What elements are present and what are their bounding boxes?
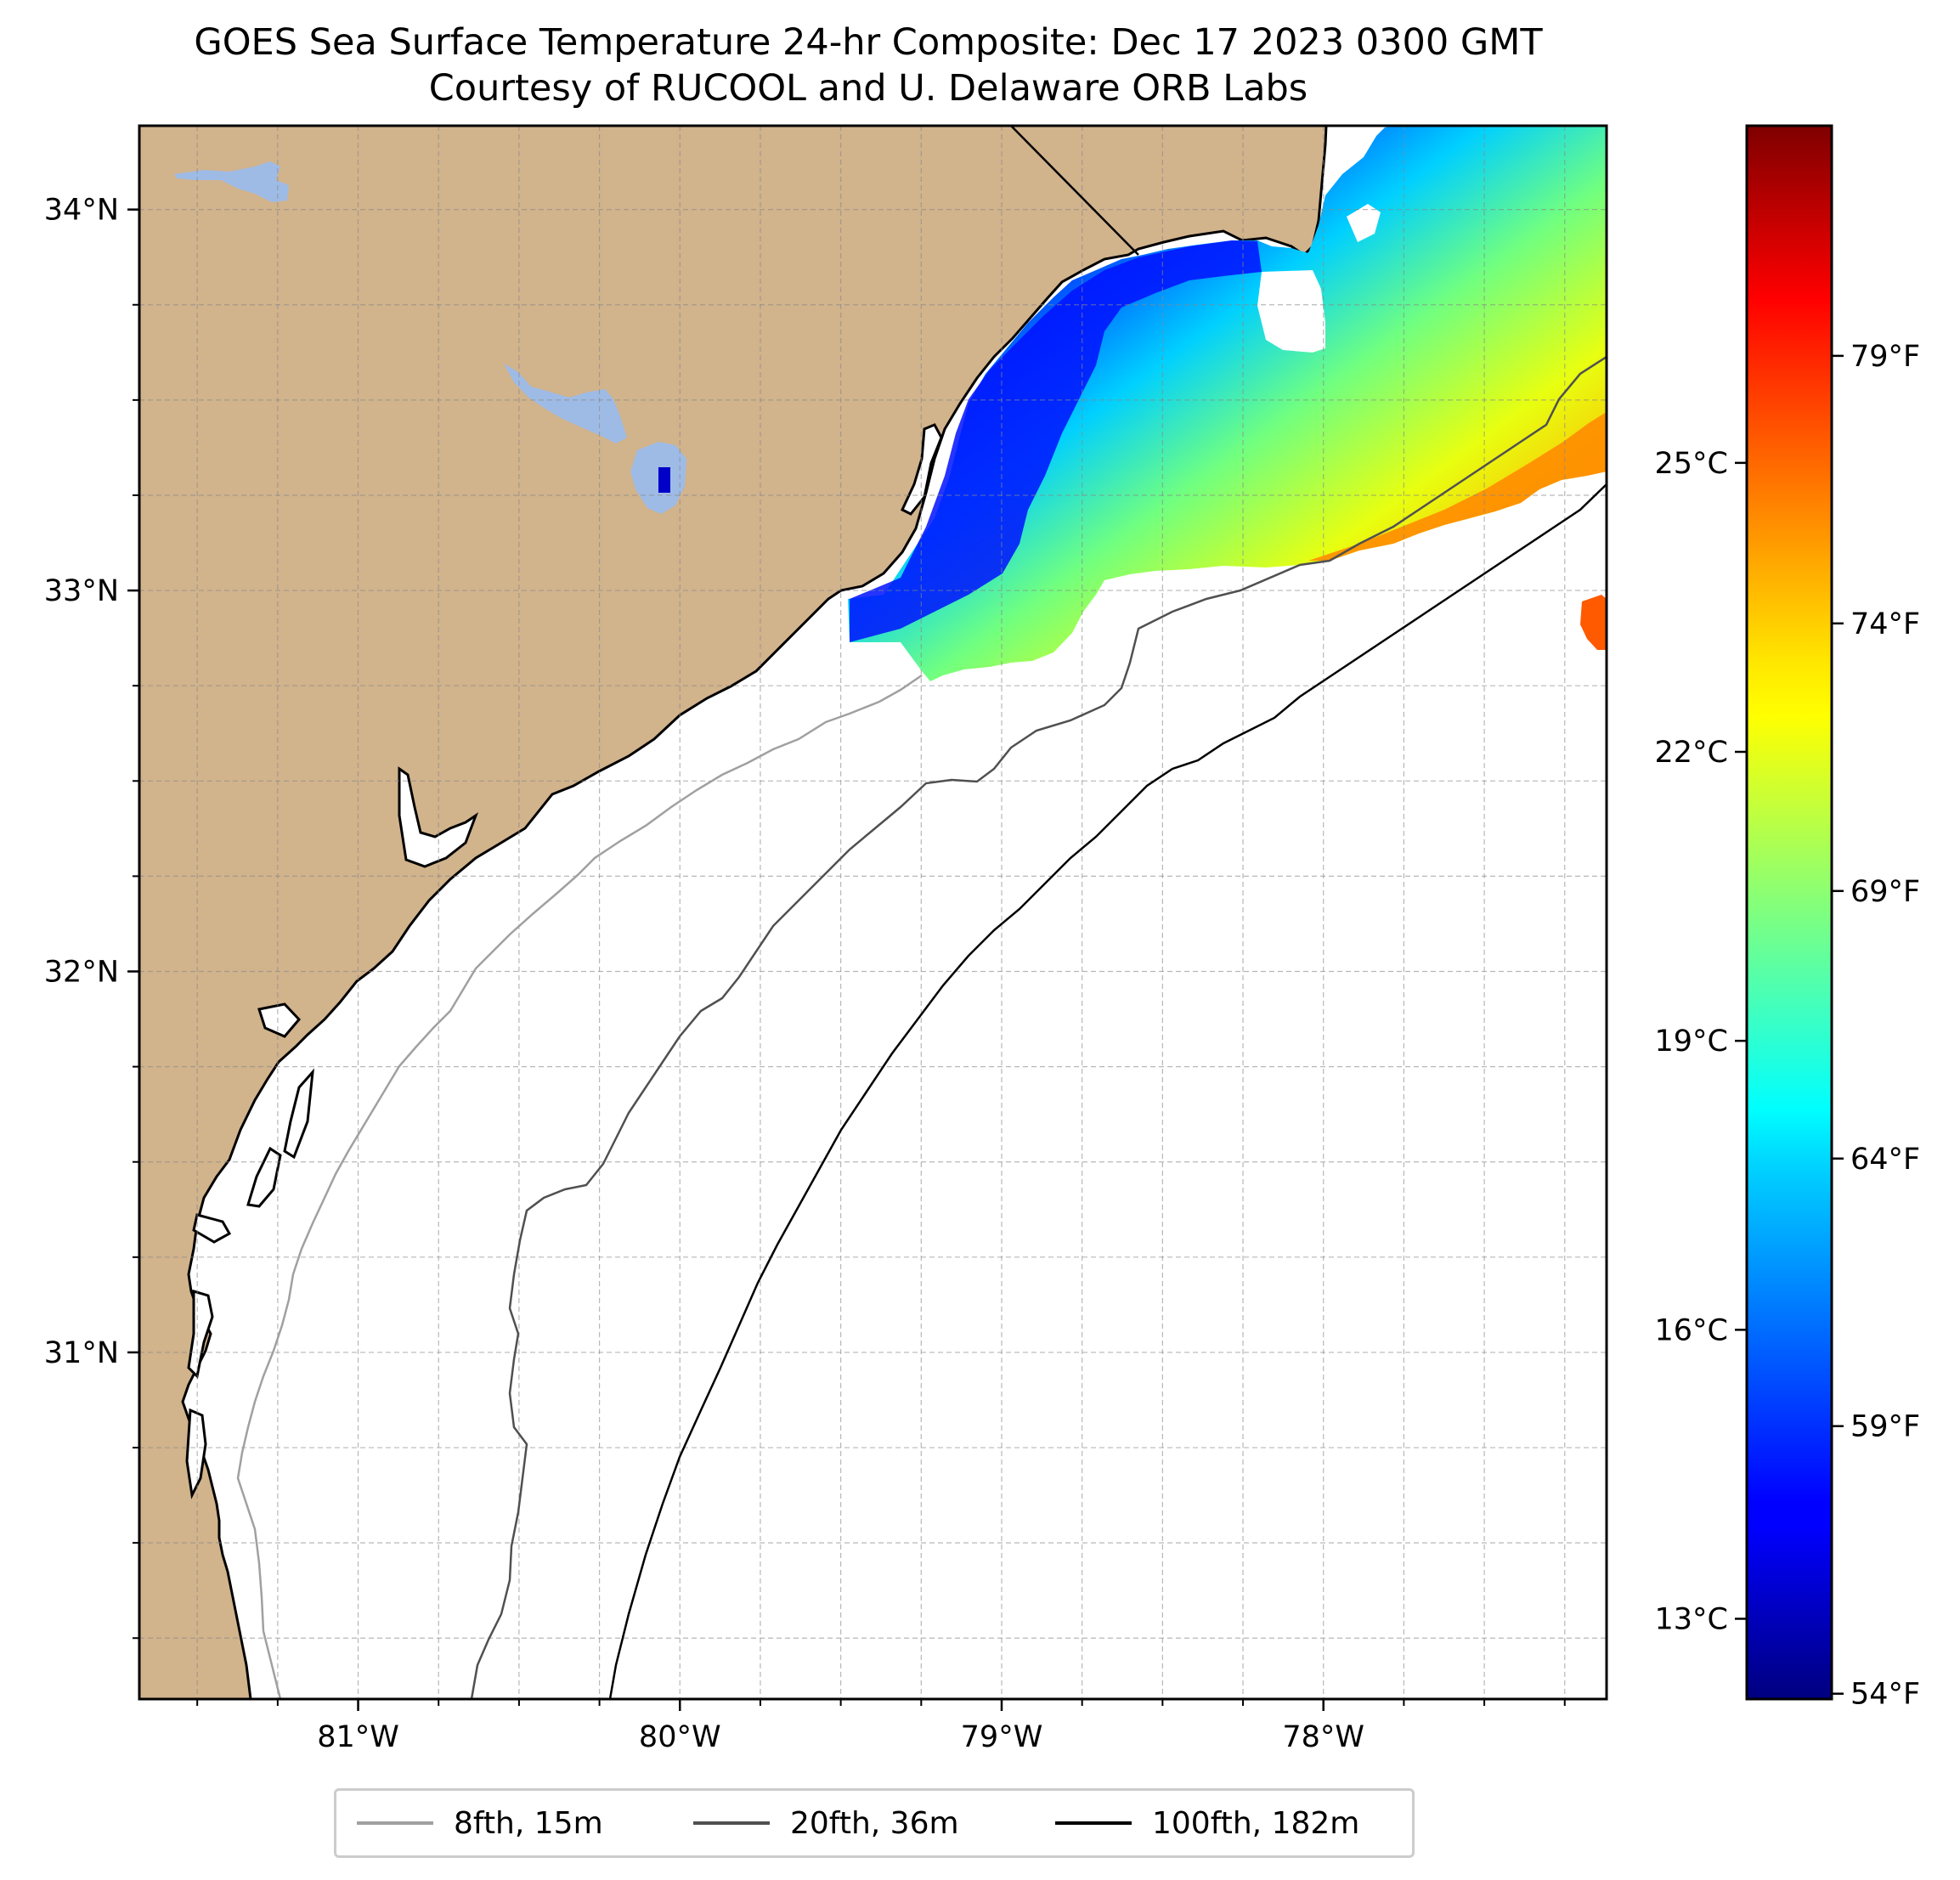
inlet-8 [185,1408,207,1499]
inlet-5 [246,1146,282,1208]
legend-item-8fth: 8fth, 15m [357,1791,603,1855]
isobath-8fth [236,674,923,1699]
sst-data-region [848,126,1607,681]
inlet-7 [187,1289,214,1380]
x-tick-label: 81°W [317,1720,399,1754]
y-tick-label: 31°N [44,1336,119,1370]
chart-title: GOES Sea Surface Temperature 24-hr Compo… [194,21,1543,64]
inlet-3 [257,1002,302,1038]
chart-subtitle: Courtesy of RUCOOL and U. Delaware ORB L… [429,67,1308,110]
legend-line-100fth [1055,1821,1132,1825]
lake-cold-pixel [658,467,670,493]
y-tick-label: 32°N [44,956,119,990]
colorbar [1745,124,1833,1701]
lake-marion [504,364,627,443]
y-tick-label: 33°N [44,574,119,608]
legend-line-8fth [357,1821,433,1825]
inlet-4 [283,1068,314,1160]
sst-gap-1 [1257,270,1325,353]
legend-label-100fth: 100fth, 182m [1152,1805,1360,1841]
legend-label-8fth: 8fth, 15m [454,1805,603,1841]
colorbar-c-label: 16°C [1655,1313,1728,1347]
legend: 8fth, 15m 20fth, 36m 100fth, 182m [334,1788,1415,1858]
x-tick-label: 79°W [961,1720,1043,1754]
map-area [139,126,1607,1699]
state-border-nc-sc [1010,126,1139,256]
legend-line-20fth [693,1821,770,1825]
colorbar-c-label: 22°C [1655,736,1728,770]
colorbar-f-label: 79°F [1850,340,1920,374]
legend-item-20fth: 20fth, 36m [693,1791,959,1855]
isobath-100fth [608,483,1607,1699]
colorbar-f-label: 64°F [1850,1143,1920,1177]
x-tick-label: 78°W [1282,1720,1364,1754]
y-tick-label: 34°N [44,194,119,228]
colorbar-f-label: 59°F [1850,1410,1920,1444]
colorbar-f-label: 69°F [1850,875,1920,909]
isobath-20fth [470,355,1607,1699]
legend-label-20fth: 20fth, 36m [790,1805,959,1841]
colorbar-ticks: 54°F 59°F 64°F 69°F 74°F 79°F 13°C 16°C 19°C 22°C… [1655,340,1921,1712]
lake-moultrie-marion [174,161,289,202]
map-axes: 81°W 80°W 79°W 78°W 34°N 33°N 32°N 31°N [44,194,1566,1754]
gridlines [139,126,1607,1699]
x-tick-label: 80°W [639,1720,721,1754]
colorbar-c-label: 25°C [1655,447,1728,481]
sst-gap-2 [1347,204,1381,242]
legend-item-100fth: 100fth, 182m [1055,1791,1359,1855]
colorbar-f-label: 74°F [1850,607,1920,641]
colorbar-f-label: 54°F [1850,1678,1920,1712]
sst-warm-blob [1580,595,1607,650]
colorbar-c-label: 13°C [1655,1603,1728,1637]
map-frame [138,124,1608,1701]
inlet-2 [398,766,479,868]
colorbar-c-label: 19°C [1655,1025,1728,1059]
sst-cold-band [850,240,1262,642]
inlet-6 [192,1213,232,1244]
inlet-1 [901,423,943,516]
